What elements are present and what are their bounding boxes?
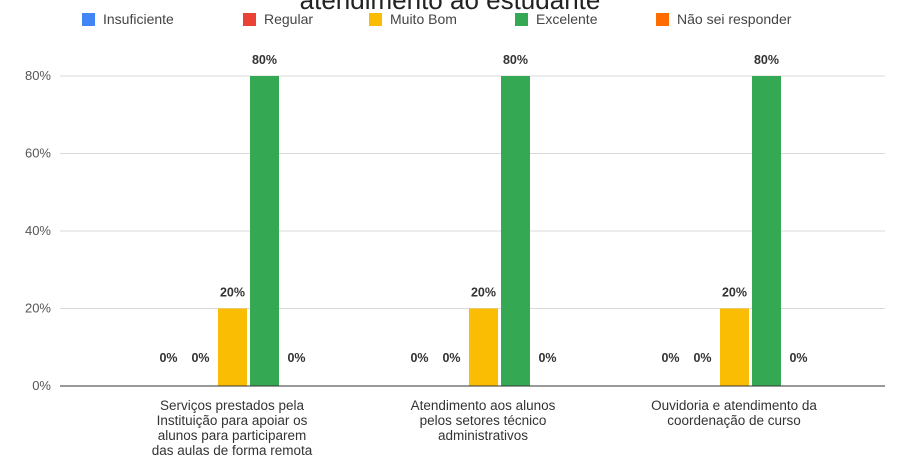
category-label: Serviços prestados pela Instituição para … — [152, 398, 313, 458]
bar-excelente — [250, 76, 279, 386]
data-label: 0% — [789, 351, 807, 365]
y-tick-label: 20% — [25, 301, 51, 316]
data-label: 80% — [503, 53, 528, 67]
bar-muito-bom — [720, 308, 749, 386]
data-labels-layer: 0% 0% 20% 80% 0% 0% 0% 20% 80% 0% 0% 0% 20% 80% 0% — [159, 53, 807, 365]
data-label: 0% — [661, 351, 679, 365]
y-tick-label: 80% — [25, 68, 51, 83]
legend-swatch — [82, 13, 95, 26]
legend-swatch — [243, 13, 256, 26]
category-label: Atendimento aos alunos pelos setores técn… — [411, 398, 556, 443]
y-tick-label: 0% — [32, 378, 51, 393]
bar-excelente — [752, 76, 781, 386]
legend: Insuficiente Regular Muito Bom Excelente Não… — [82, 11, 792, 27]
data-label: 0% — [191, 351, 209, 365]
bars-layer — [218, 76, 781, 386]
bar-muito-bom — [469, 308, 498, 386]
bar-muito-bom — [218, 308, 247, 386]
legend-label: Insuficiente — [103, 11, 174, 27]
y-tick-label: 60% — [25, 146, 51, 161]
data-label: 0% — [287, 351, 305, 365]
chart-title: atendimento ao estudante — [300, 0, 601, 15]
data-label: 20% — [471, 286, 496, 300]
legend-label: Muito Bom — [390, 11, 457, 27]
legend-label: Não sei responder — [677, 11, 792, 27]
y-tick-label: 40% — [25, 223, 51, 238]
legend-swatch — [369, 13, 382, 26]
bar-excelente — [501, 76, 530, 386]
data-label: 0% — [538, 351, 556, 365]
data-label: 80% — [252, 53, 277, 67]
data-label: 0% — [410, 351, 428, 365]
data-label: 20% — [220, 286, 245, 300]
data-label: 0% — [442, 351, 460, 365]
data-label: 20% — [722, 286, 747, 300]
legend-swatch — [515, 13, 528, 26]
legend-label: Regular — [264, 11, 313, 27]
data-label: 0% — [693, 351, 711, 365]
legend-swatch — [656, 13, 669, 26]
legend-label: Excelente — [536, 11, 598, 27]
category-label: Ouvidoria e atendimento da coordenação de… — [651, 398, 817, 428]
data-label: 0% — [159, 351, 177, 365]
data-label: 80% — [754, 53, 779, 67]
category-labels-layer: Serviços prestados pela Instituição para … — [152, 398, 818, 458]
